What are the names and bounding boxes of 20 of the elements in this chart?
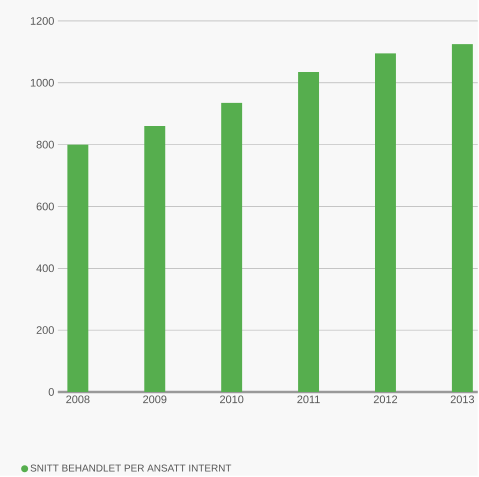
x-tick-label: 2011 xyxy=(297,396,320,404)
x-tick-label: 2010 xyxy=(220,396,244,404)
bar xyxy=(452,44,473,392)
x-tick-label: 2012 xyxy=(374,396,398,404)
y-tick-label: 1200 xyxy=(30,17,54,25)
y-tick-label: 800 xyxy=(36,140,54,148)
y-tick-label: 200 xyxy=(36,326,54,334)
bar xyxy=(144,126,166,392)
y-tick-label: 600 xyxy=(36,202,54,210)
bar xyxy=(221,102,242,392)
y-tick-label: 400 xyxy=(36,264,54,272)
x-tick-label: 2013 xyxy=(450,396,474,404)
bar xyxy=(298,72,320,392)
y-tick-label: 0 xyxy=(48,388,54,396)
x-tick-label: 2009 xyxy=(143,396,166,404)
bar xyxy=(374,53,396,392)
bar xyxy=(67,144,88,392)
x-tick-label: 2008 xyxy=(66,396,90,404)
legend-label: SNITT BEHANDLET PER ANSATT INTERNT xyxy=(30,464,232,472)
y-tick-label: 1000 xyxy=(30,78,54,87)
